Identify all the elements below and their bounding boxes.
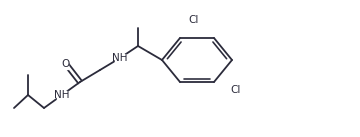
Text: NH: NH xyxy=(54,90,70,100)
Bar xyxy=(189,15,199,25)
Text: O: O xyxy=(61,59,69,69)
Text: Cl: Cl xyxy=(189,15,199,25)
Bar xyxy=(114,54,126,62)
Text: NH: NH xyxy=(112,53,128,63)
Bar xyxy=(57,91,68,99)
Bar xyxy=(230,85,242,95)
Bar xyxy=(62,59,68,68)
Text: Cl: Cl xyxy=(231,85,241,95)
